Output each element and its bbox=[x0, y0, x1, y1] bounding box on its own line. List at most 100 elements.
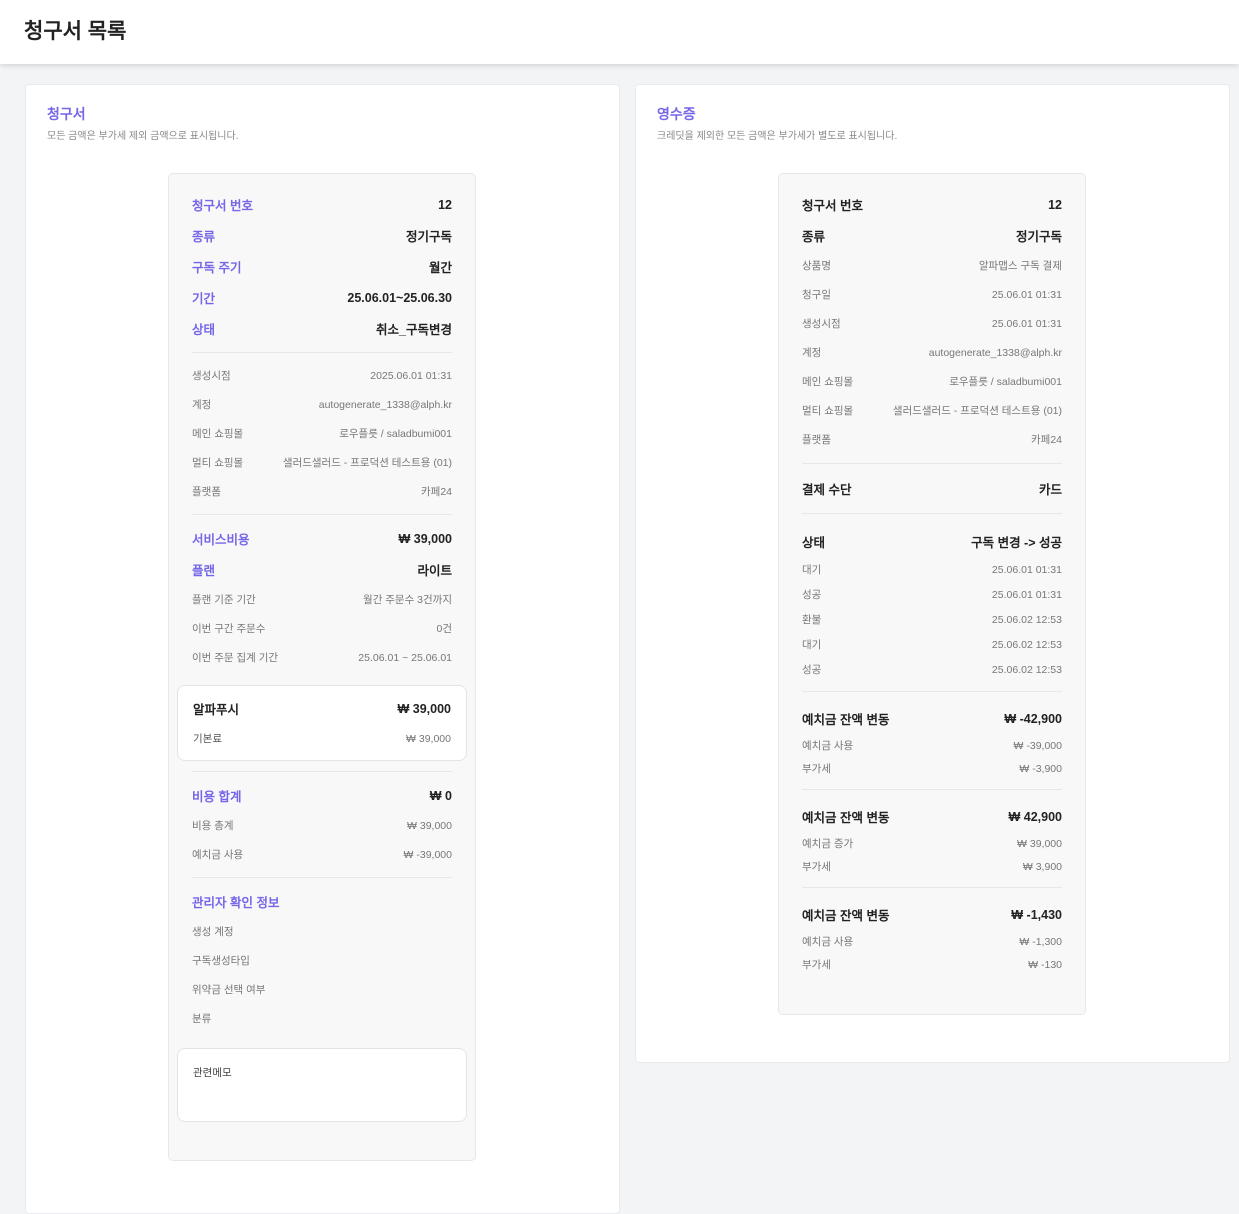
info-row: 생성시점 2025.06.01 01:31 bbox=[177, 361, 467, 390]
info-row: 청구일 25.06.01 01:31 bbox=[787, 280, 1077, 309]
row-value: 월간 주문수 3건까지 bbox=[363, 594, 452, 606]
info-row: 상품명 알파맵스 구독 결제 bbox=[787, 251, 1077, 280]
info-row: 비용 합계 ₩ 0 bbox=[177, 780, 467, 811]
info-row: 예치금 잔액 변동 ₩ -1,430 bbox=[787, 899, 1077, 930]
row-label: 상태 bbox=[192, 323, 216, 337]
row-value: 25.06.01~25.06.30 bbox=[347, 290, 452, 305]
invoice-panel-title: 청구서 bbox=[47, 106, 86, 122]
divider bbox=[802, 789, 1062, 790]
row-label: 위약금 선택 여부 bbox=[192, 984, 266, 996]
info-section: 예치금 잔액 변동 ₩ -42,900 예치금 사용 ₩ -39,000 부가세 ₩ -3… bbox=[787, 701, 1077, 780]
row-value: 라이트 bbox=[417, 564, 452, 578]
row-label: 예치금 사용 bbox=[192, 849, 244, 861]
row-value: 25.06.01 01:31 bbox=[991, 588, 1062, 601]
row-label: 분류 bbox=[192, 1013, 212, 1025]
info-row: 서비스비용 ₩ 39,000 bbox=[177, 523, 467, 554]
info-row: 기간 25.06.01~25.06.30 bbox=[177, 282, 467, 313]
row-label: 예치금 증가 bbox=[802, 838, 854, 850]
row-label: 결제 수단 bbox=[802, 483, 852, 497]
info-section: 생성시점 2025.06.01 01:31 계정 autogenerate_1338@… bbox=[177, 361, 467, 506]
info-row: 종류 정기구독 bbox=[177, 220, 467, 251]
info-row: 메인 쇼핑몰 로우플릇 / saladbumi001 bbox=[177, 419, 467, 448]
info-row: 계정 autogenerate_1338@alph.kr bbox=[177, 390, 467, 419]
row-label: 상태 bbox=[802, 536, 826, 550]
row-label: 구독생성타입 bbox=[192, 955, 250, 967]
info-row: 청구서 번호 12 bbox=[787, 189, 1077, 220]
row-value: 0건 bbox=[436, 623, 453, 635]
row-label: 성공 bbox=[802, 589, 822, 601]
divider bbox=[802, 463, 1062, 464]
memo-label: 관련메모 bbox=[193, 1067, 232, 1079]
info-row: 이번 구간 주문수 0건 bbox=[177, 614, 467, 643]
row-label: 메인 쇼핑몰 bbox=[802, 376, 854, 388]
row-value: 25.06.01 ~ 25.06.01 bbox=[358, 651, 452, 664]
info-row: 부가세 ₩ -3,900 bbox=[787, 757, 1077, 780]
info-row: 멀티 쇼핑몰 샐러드샐러드 - 프로덕션 테스트용 (01) bbox=[787, 396, 1077, 425]
info-row: 플랫폼 카페24 bbox=[787, 425, 1077, 454]
row-label: 메인 쇼핑몰 bbox=[192, 428, 244, 440]
info-section: 결제 수단 카드 bbox=[787, 473, 1077, 504]
row-value: 알파맵스 구독 결제 bbox=[978, 260, 1062, 272]
info-row: 예치금 사용 ₩ -39,000 bbox=[177, 840, 467, 869]
row-value: 12 bbox=[1048, 197, 1062, 212]
info-row: 청구서 번호 12 bbox=[177, 189, 467, 220]
row-value: 취소_구독변경 bbox=[376, 323, 452, 337]
info-row: 종류 정기구독 bbox=[787, 220, 1077, 251]
row-label: 기간 bbox=[192, 292, 216, 306]
info-section: 예치금 잔액 변동 ₩ -1,430 예치금 사용 ₩ -1,300 부가세 ₩ -130 bbox=[787, 897, 1077, 976]
invoice-card: 청구서 번호 12 종류 정기구독 구독 주기 월간 기간 25.06.01~25.06.30… bbox=[168, 173, 476, 1161]
info-row: 상태 취소_구독변경 bbox=[177, 313, 467, 344]
divider bbox=[192, 877, 452, 878]
row-value: 25.06.01 01:31 bbox=[991, 317, 1062, 330]
info-row: 구독생성타입 bbox=[177, 946, 467, 975]
info-row: 대기 25.06.01 01:31 bbox=[787, 557, 1077, 582]
info-row: 예치금 잔액 변동 ₩ 42,900 bbox=[787, 801, 1077, 832]
row-value: ₩ -39,000 bbox=[1013, 739, 1062, 752]
divider bbox=[802, 691, 1062, 692]
row-label: 생성 계정 bbox=[192, 926, 234, 938]
row-label: 계정 bbox=[192, 399, 212, 411]
info-section: 청구서 번호 12 종류 정기구독 구독 주기 월간 기간 25.06.01~25.06.30… bbox=[177, 189, 467, 344]
info-row: 계정 autogenerate_1338@alph.kr bbox=[787, 338, 1077, 367]
row-value: autogenerate_1338@alph.kr bbox=[928, 346, 1062, 359]
row-label: 생성시점 bbox=[192, 370, 231, 382]
divider bbox=[192, 352, 452, 353]
row-value: 정기구독 bbox=[1015, 230, 1062, 244]
info-row: 예치금 증가 ₩ 39,000 bbox=[787, 832, 1077, 855]
row-value: 구독 변경 -> 성공 bbox=[971, 536, 1062, 550]
row-label: 예치금 사용 bbox=[802, 936, 854, 948]
info-row: 성공 25.06.02 12:53 bbox=[787, 657, 1077, 682]
info-row: 플랫폼 카페24 bbox=[177, 477, 467, 506]
row-label: 부가세 bbox=[802, 861, 831, 873]
row-label: 청구서 번호 bbox=[802, 199, 863, 213]
row-label: 관리자 확인 정보 bbox=[192, 896, 280, 910]
info-row: 생성 계정 bbox=[177, 917, 467, 946]
info-row: 관리자 확인 정보 bbox=[177, 886, 467, 917]
memo-box[interactable]: 관련메모 bbox=[177, 1048, 467, 1122]
row-label: 멀티 쇼핑몰 bbox=[192, 457, 244, 469]
info-row: 환불 25.06.02 12:53 bbox=[787, 607, 1077, 632]
row-label: 이번 주문 집계 기간 bbox=[192, 652, 279, 664]
row-value: 로우플릇 / saladbumi001 bbox=[339, 428, 452, 440]
row-value: 25.06.02 12:53 bbox=[991, 638, 1062, 651]
row-label: 플랜 기준 기간 bbox=[192, 594, 256, 606]
receipt-panel-title: 영수증 bbox=[657, 106, 696, 122]
row-label: 청구일 bbox=[802, 289, 831, 301]
row-value: ₩ -1,300 bbox=[1019, 935, 1062, 948]
row-label: 종류 bbox=[802, 230, 826, 244]
row-label: 대기 bbox=[802, 564, 822, 576]
row-value: 카드 bbox=[1038, 483, 1062, 497]
row-label: 기본료 bbox=[193, 733, 222, 745]
info-row: 알파푸시 ₩ 39,000 bbox=[178, 693, 466, 724]
row-label: 계정 bbox=[802, 347, 822, 359]
info-row: 상태 구독 변경 -> 성공 bbox=[787, 526, 1077, 557]
row-label: 알파푸시 bbox=[193, 703, 240, 717]
info-row: 부가세 ₩ 3,900 bbox=[787, 855, 1077, 878]
row-label: 예치금 잔액 변동 bbox=[802, 713, 890, 727]
info-row: 생성시점 25.06.01 01:31 bbox=[787, 309, 1077, 338]
info-row: 멀티 쇼핑몰 샐러드샐러드 - 프로덕션 테스트용 (01) bbox=[177, 448, 467, 477]
row-value: ₩ 39,000 bbox=[397, 701, 451, 716]
row-value: ₩ -1,430 bbox=[1011, 907, 1062, 922]
